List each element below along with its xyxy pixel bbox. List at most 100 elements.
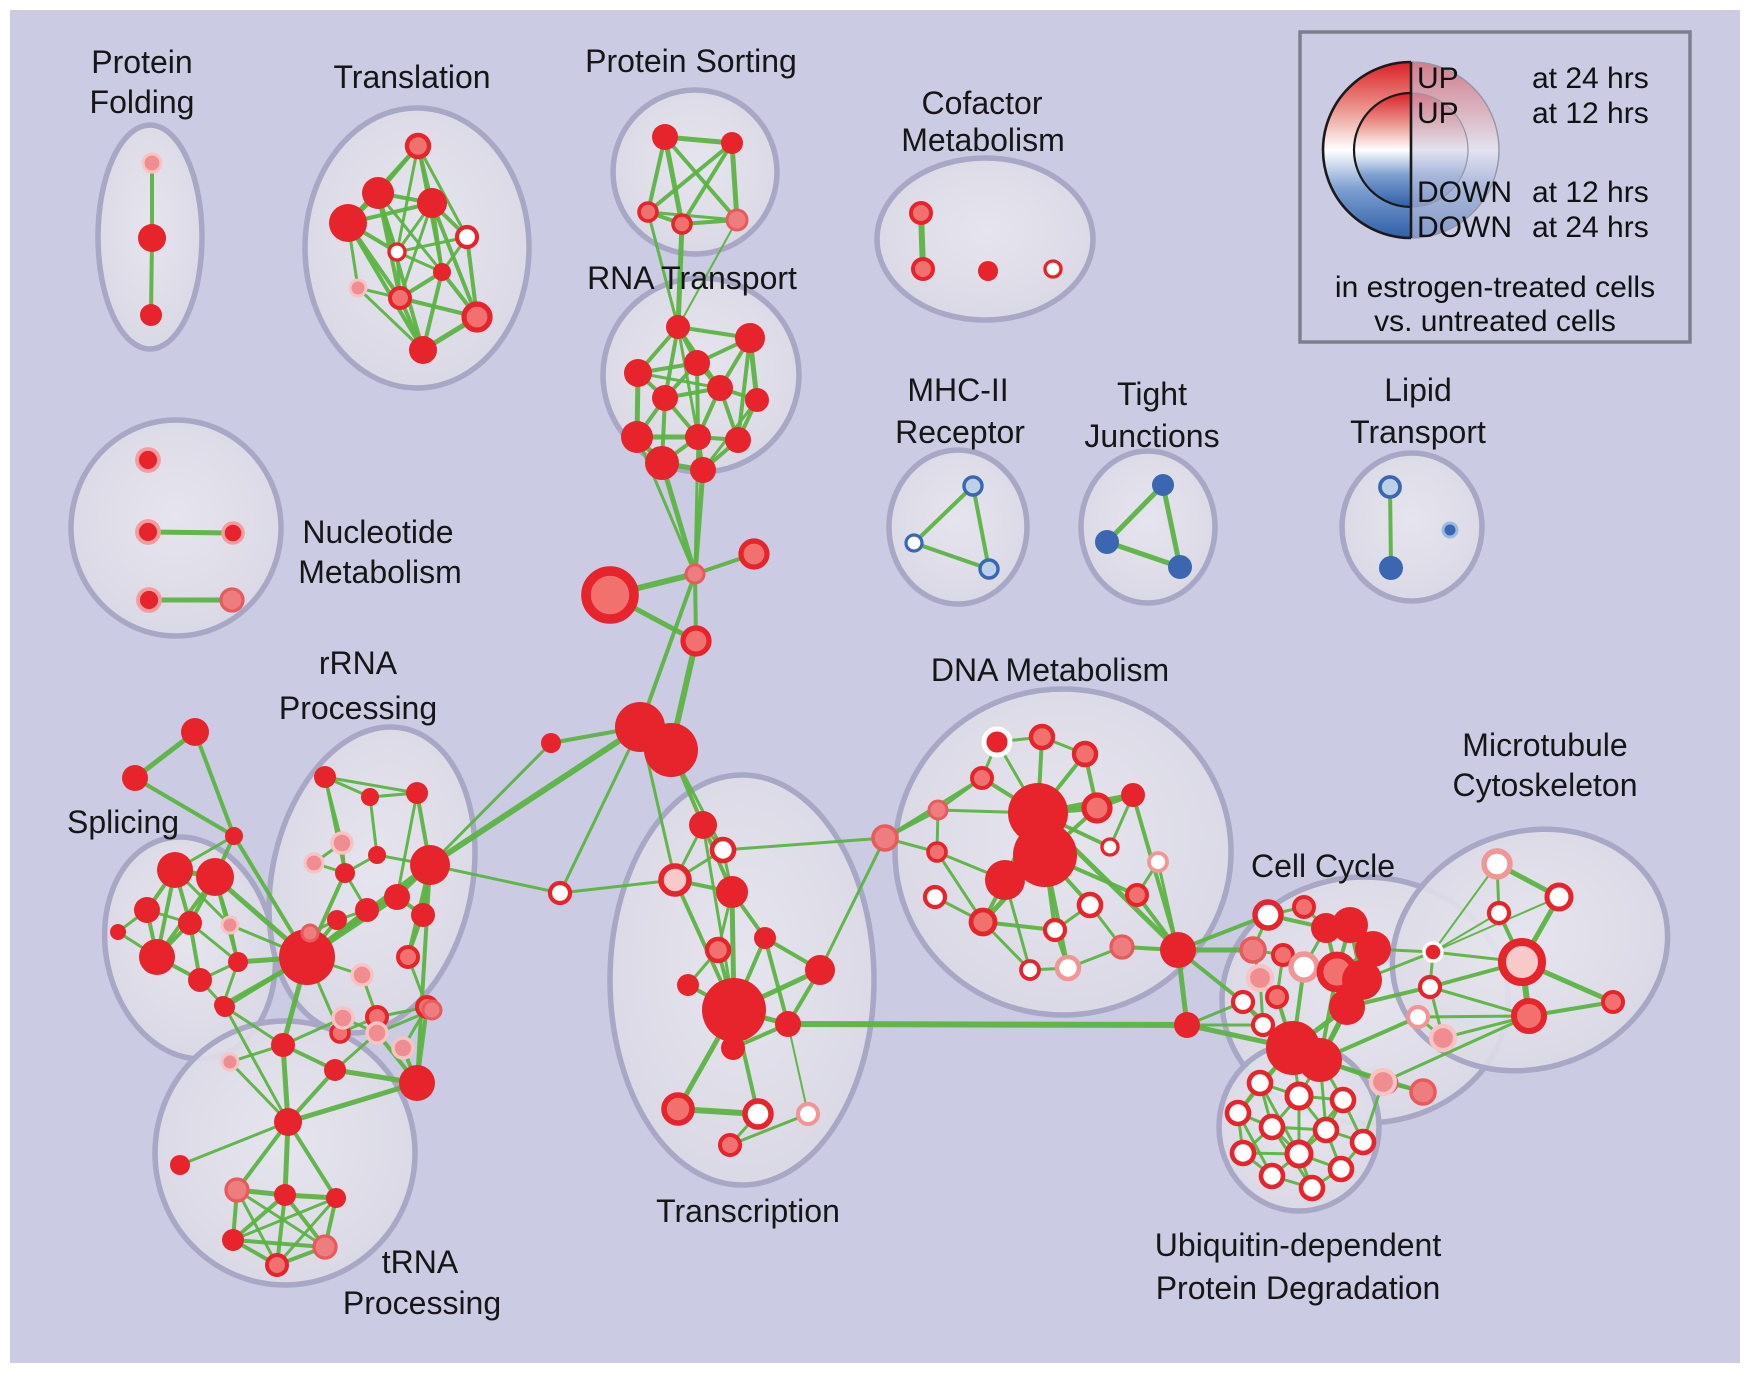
- edge: [285, 1080, 420, 1125]
- node-mh2: [904, 533, 924, 553]
- node-rt11: [645, 446, 679, 480]
- cluster-bubble-mhc-ii-receptor: [886, 447, 1030, 607]
- node-rn11: [327, 910, 347, 930]
- cluster-bubble-tight-junctions: [1078, 448, 1218, 606]
- node-tx15: [718, 1133, 742, 1157]
- node-dm13: [1125, 883, 1149, 907]
- node-ub11: [1258, 1162, 1286, 1190]
- edge: [1416, 1014, 1531, 1019]
- node-ub2: [1284, 1081, 1314, 1111]
- cluster-label-protein-folding-line0: Protein: [91, 44, 192, 80]
- node-dm22: [1160, 932, 1196, 968]
- node-rt3: [624, 359, 652, 387]
- node-ps4: [671, 213, 693, 235]
- node-tx4: [716, 876, 748, 908]
- node-rn3: [406, 782, 428, 804]
- node-cc23: [1409, 1078, 1437, 1106]
- edge: [428, 741, 553, 867]
- cluster-label-rrna-processing-line1: Processing: [279, 690, 437, 726]
- cluster-label-lipid-transport-line0: Lipid: [1384, 372, 1452, 408]
- edge: [721, 836, 887, 852]
- node-r5x: [541, 733, 561, 753]
- cluster-bubble-lipid-transport: [1339, 450, 1485, 604]
- node-cc11: [1245, 963, 1275, 993]
- edge: [646, 210, 739, 222]
- edge: [416, 144, 469, 239]
- node-rb6: [365, 1021, 389, 1045]
- edge: [235, 1188, 279, 1267]
- node-c4: [680, 625, 712, 657]
- edge: [395, 791, 419, 899]
- node-rn18: [391, 1036, 415, 1060]
- node-nm3: [221, 521, 245, 545]
- node-tx11: [775, 1011, 801, 1037]
- edge: [971, 484, 991, 571]
- node-tx10: [721, 1036, 745, 1060]
- legend-caption-line1: vs. untreated cells: [1374, 305, 1616, 338]
- edge: [231, 1193, 287, 1242]
- edge: [415, 863, 432, 1085]
- edge: [235, 1120, 290, 1192]
- node-tx5: [754, 927, 776, 949]
- node-sp8: [220, 915, 240, 935]
- node-tn5: [312, 1234, 338, 1260]
- node-tx2: [709, 836, 737, 864]
- node-sp3: [225, 827, 243, 845]
- node-ps5: [725, 208, 749, 232]
- node-rt2: [735, 323, 765, 353]
- node-mc4: [1498, 938, 1546, 986]
- node-rrb: [410, 845, 450, 885]
- cluster-label-dna-metabolism-line0: DNA Metabolism: [931, 652, 1169, 688]
- node-dm10: [1013, 823, 1077, 887]
- edge: [912, 541, 991, 571]
- cluster-label-trna-processing-line0: tRNA: [382, 1244, 459, 1280]
- node-ubp: [1368, 1067, 1398, 1097]
- edge: [133, 776, 236, 838]
- node-th: [274, 1108, 302, 1136]
- node-rn8: [384, 884, 410, 910]
- node-sp1: [181, 718, 209, 746]
- node-rn13: [396, 945, 420, 969]
- legend-faded-half: [1411, 62, 1499, 238]
- legend-direction-3: DOWN: [1417, 211, 1512, 244]
- node-tr5: [454, 224, 480, 250]
- edge: [912, 484, 975, 545]
- node-sp10: [228, 952, 248, 972]
- node-cc18: [1417, 974, 1443, 1000]
- node-sp6: [134, 897, 160, 923]
- node-rn10: [355, 898, 379, 922]
- node-nm2: [135, 519, 161, 545]
- node-rn2: [361, 788, 379, 806]
- edge: [376, 191, 425, 352]
- edge: [427, 724, 643, 868]
- node-cc1: [1292, 895, 1316, 919]
- node-ub1: [1246, 1069, 1274, 1097]
- node-cc15: [1250, 1012, 1276, 1038]
- legend-direction-0: UP: [1417, 62, 1459, 95]
- node-rn9: [411, 903, 435, 927]
- node-dm2: [1028, 723, 1056, 751]
- node-rb5: [331, 1006, 355, 1030]
- node-cc20: [1405, 1004, 1431, 1030]
- node-tx9: [702, 978, 766, 1042]
- edge: [646, 210, 680, 329]
- node-sp7: [178, 911, 202, 935]
- node-rr2: [644, 723, 698, 777]
- node-pf3: [140, 304, 162, 326]
- edge: [818, 836, 887, 972]
- node-sp5: [196, 858, 234, 896]
- cluster-label-ubiquitin-degradation-line1: Protein Degradation: [1156, 1270, 1441, 1306]
- cluster-label-transcription-line0: Transcription: [656, 1193, 840, 1229]
- node-rn4: [330, 831, 354, 855]
- node-tr1: [404, 132, 432, 160]
- node-cc21: [1428, 1023, 1458, 1053]
- node-dm6: [1121, 783, 1145, 807]
- node-mc5: [1511, 998, 1547, 1034]
- cluster-label-nucleotide-metabolism-line0: Nucleotide: [302, 514, 453, 550]
- cluster-label-protein-sorting-line0: Protein Sorting: [585, 43, 797, 79]
- legend-time-0: at 24 hrs: [1532, 62, 1649, 95]
- node-dm20: [1019, 959, 1041, 981]
- cluster-label-rna-transport-line0: RNA Transport: [587, 260, 797, 296]
- node-tr6: [387, 242, 407, 262]
- edge: [430, 201, 479, 319]
